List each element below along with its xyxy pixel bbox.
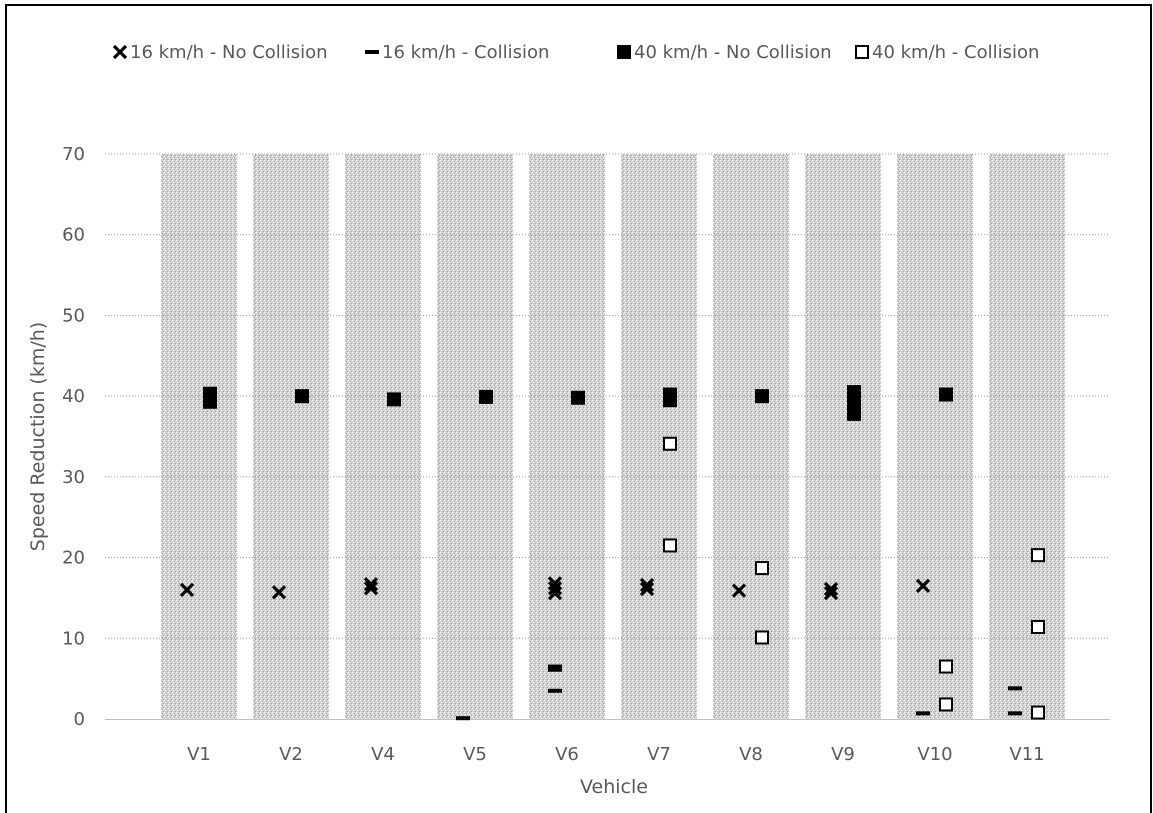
point-40-km-h-no-collision-v10: [939, 387, 953, 402]
series-16-km-h-no-collision: [179, 576, 931, 601]
point-16-km-h-no-collision-v7: [639, 581, 655, 597]
point-16-km-h-collision-v10: [916, 711, 930, 716]
point-40-km-h-collision-v11: [1031, 619, 1045, 634]
point-16-km-h-no-collision-v9: [823, 581, 839, 597]
x-tick-label: V10: [917, 744, 952, 765]
point-40-km-h-no-collision-v9: [847, 385, 861, 400]
point-16-km-h-no-collision-v6: [547, 585, 563, 601]
x-tick-label: V11: [1009, 744, 1044, 765]
legend-label: 16 km/h - No Collision: [130, 42, 328, 63]
series-40-km-h-no-collision: [203, 385, 953, 421]
point-40-km-h-collision-v8: [755, 630, 769, 645]
legend-item-16-km-h-no-collision: 16 km/h - No Collision: [112, 42, 328, 63]
band-v8: [713, 154, 789, 719]
legend-label: 16 km/h - Collision: [382, 42, 549, 63]
band-v6: [529, 154, 605, 719]
y-tick-label: 20: [62, 548, 85, 569]
y-tick-label: 70: [62, 144, 85, 165]
legend-marker-16-km-h-no-collision: [112, 44, 128, 60]
x-axis-ticks: V1 V2 V4 V5 V6 V7 V8 V9 V10 V11: [187, 744, 1044, 765]
point-16-km-h-collision-v6: [548, 688, 562, 693]
legend: 16 km/h - No Collision 16 km/h - Collisio…: [112, 42, 1039, 63]
series-16-km-h-collision: [456, 664, 1022, 721]
x-tick-label: V6: [555, 744, 579, 765]
legend-label: 40 km/h - No Collision: [634, 42, 832, 63]
x-tick-label: V7: [647, 744, 671, 765]
y-tick-label: 50: [62, 305, 85, 326]
series-40-km-h-collision: [663, 436, 1045, 720]
point-40-km-h-no-collision-v8: [755, 389, 769, 404]
x-tick-label: V8: [739, 744, 763, 765]
point-16-km-h-collision-v5: [456, 716, 470, 721]
point-40-km-h-no-collision-v9: [847, 406, 861, 421]
legend-item-16-km-h-collision: 16 km/h - Collision: [365, 42, 549, 63]
y-tick-label: 0: [74, 709, 85, 730]
point-40-km-h-collision-v10: [939, 697, 953, 712]
point-16-km-h-collision-v6: [548, 667, 562, 672]
x-tick-label: V1: [187, 744, 211, 765]
band-v7: [621, 154, 697, 719]
point-16-km-h-no-collision-v6: [547, 581, 563, 596]
point-16-km-h-no-collision-v4: [363, 581, 379, 596]
point-40-km-h-collision-v7: [663, 538, 677, 553]
band-v1: [161, 154, 237, 719]
legend-item-40-km-h-collision: 40 km/h - Collision: [855, 42, 1039, 63]
point-16-km-h-no-collision-v1: [179, 582, 195, 597]
point-16-km-h-no-collision-v10: [915, 578, 931, 593]
point-40-km-h-collision-v11: [1031, 705, 1045, 720]
x-tick-label: V2: [279, 744, 303, 765]
y-tick-label: 40: [62, 386, 85, 407]
category-bands: [161, 154, 1065, 719]
point-16-km-h-no-collision-v7: [639, 577, 655, 593]
point-40-km-h-collision-v7: [663, 436, 677, 451]
chart-frame: [5, 4, 1152, 813]
band-v11: [989, 154, 1065, 719]
point-16-km-h-collision-v6: [548, 664, 562, 669]
x-tick-label: V5: [463, 744, 487, 765]
band-v2: [253, 154, 329, 719]
y-axis-label: Speed Reduction (km/h): [27, 322, 49, 551]
x-tick-label: V9: [831, 744, 855, 765]
data-marks: [179, 385, 1045, 721]
point-40-km-h-no-collision-v5: [479, 389, 493, 404]
point-16-km-h-no-collision-v8: [731, 583, 747, 598]
point-40-km-h-no-collision-v7: [663, 393, 677, 408]
point-40-km-h-collision-v8: [755, 561, 769, 576]
y-tick-label: 30: [62, 467, 85, 488]
point-16-km-h-collision-v11: [1008, 711, 1022, 716]
band-v9: [805, 154, 881, 719]
x-tick-label: V4: [371, 744, 395, 765]
point-16-km-h-no-collision-v2: [271, 585, 287, 600]
point-40-km-h-no-collision-v4: [387, 392, 401, 407]
legend-item-40-km-h-no-collision: 40 km/h - No Collision: [617, 42, 832, 63]
point-40-km-h-no-collision-v6: [571, 390, 585, 405]
legend-marker-40-km-h-no-collision: [617, 45, 631, 59]
band-v4: [345, 154, 421, 719]
point-40-km-h-no-collision-v2: [295, 389, 309, 404]
legend-label: 40 km/h - Collision: [872, 42, 1039, 63]
point-16-km-h-no-collision-v9: [823, 585, 839, 601]
legend-marker-40-km-h-collision: [855, 45, 869, 59]
y-axis-ticks: 0 10 20 30 40 50 60 70: [62, 144, 85, 730]
point-16-km-h-collision-v11: [1008, 686, 1022, 691]
point-16-km-h-no-collision-v4: [363, 577, 379, 592]
point-40-km-h-collision-v10: [939, 659, 953, 674]
x-axis-label: Vehicle: [580, 776, 648, 798]
band-v5: [437, 154, 513, 719]
y-tick-label: 60: [62, 225, 85, 246]
point-40-km-h-collision-v11: [1031, 548, 1045, 563]
legend-marker-16-km-h-collision: [365, 50, 379, 54]
y-tick-label: 10: [62, 628, 85, 649]
point-40-km-h-no-collision-v1: [203, 394, 217, 409]
band-v10: [897, 154, 973, 719]
